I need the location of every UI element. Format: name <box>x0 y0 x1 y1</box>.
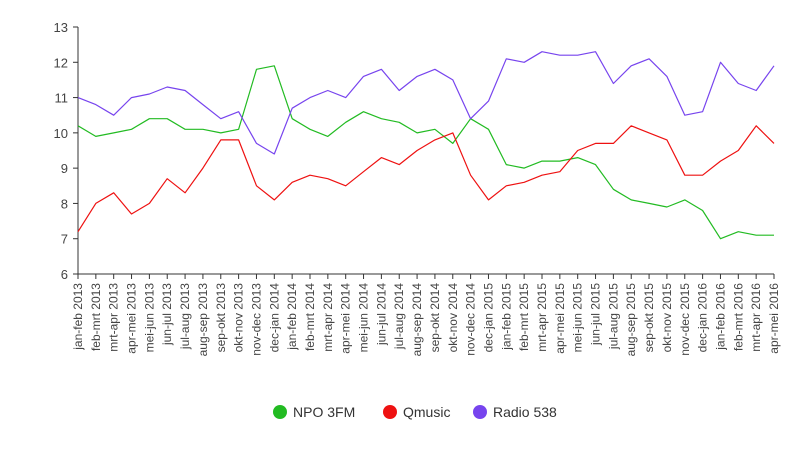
y-tick-label: 13 <box>54 20 68 35</box>
series-line-radio-538 <box>77 51 775 155</box>
x-tick-label: jul-aug 2013 <box>178 283 192 350</box>
legend-label: NPO 3FM <box>293 404 355 420</box>
x-tick-label: okt-nov 2014 <box>446 283 460 353</box>
x-tick-label: jun-jul 2013 <box>160 283 174 346</box>
x-tick-label: aug-sep 2014 <box>410 283 424 357</box>
x-tick-label: feb-mrt 2013 <box>89 283 103 351</box>
series-line-npo-3fm <box>77 65 774 240</box>
x-axis: jan-feb 2013 feb-mrt 2013 mrt-apr 2013 apr-… <box>71 274 781 356</box>
y-tick-label: 11 <box>55 91 69 106</box>
series-lines <box>77 51 775 240</box>
x-tick-label: mrt-apr 2015 <box>535 283 549 352</box>
x-tick-label: feb-mrt 2016 <box>731 283 745 351</box>
x-tick-label: mei-jun 2015 <box>571 283 585 353</box>
y-tick-label: 9 <box>61 161 68 176</box>
x-tick-label: sep-okt 2014 <box>428 283 442 353</box>
y-axis: 6 7 8 9 10 11 12 13 <box>54 20 78 282</box>
x-tick-label: nov-dec 2014 <box>464 283 478 356</box>
x-tick-label: jan-feb 2014 <box>285 283 299 351</box>
x-tick-label: dec-jan 2015 <box>481 283 495 353</box>
x-tick-label: feb-mrt 2015 <box>517 283 531 351</box>
x-tick-label: aug-sep 2013 <box>196 283 210 357</box>
x-tick-label: jan-feb 2013 <box>71 283 85 351</box>
y-tick-label: 8 <box>61 196 68 211</box>
x-tick-label: sep-okt 2013 <box>214 283 228 353</box>
x-tick-label: jan-feb 2016 <box>713 283 727 351</box>
legend-label: Radio 538 <box>493 404 557 420</box>
y-tick-label: 12 <box>54 55 68 70</box>
x-tick-label: mrt-apr 2014 <box>321 283 335 352</box>
x-tick-label: dec-jan 2016 <box>696 283 710 353</box>
x-tick-label: mrt-apr 2013 <box>107 283 121 352</box>
legend-marker-radio-538 <box>473 405 487 419</box>
y-tick-label: 6 <box>61 267 68 282</box>
x-tick-label: jul-aug 2014 <box>392 283 406 350</box>
x-tick-label: mrt-apr 2016 <box>749 283 763 352</box>
x-tick-label: nov-dec 2015 <box>678 283 692 356</box>
x-tick-label: okt-nov 2013 <box>232 283 246 353</box>
x-tick-label: jul-aug 2015 <box>606 283 620 350</box>
axes <box>77 27 774 275</box>
x-tick-label: okt-nov 2015 <box>660 283 674 353</box>
x-tick-label: apr-mei 2016 <box>767 283 781 354</box>
x-tick-label: aug-sep 2015 <box>624 283 638 357</box>
x-tick-label: jan-feb 2015 <box>499 283 513 351</box>
x-tick-label: apr-mei 2014 <box>339 283 353 354</box>
legend: NPO 3FM Qmusic Radio 538 <box>273 404 557 420</box>
x-tick-label: jun-jul 2014 <box>374 283 388 346</box>
x-tick-label: jun-jul 2015 <box>589 283 603 346</box>
y-tick-label: 7 <box>61 232 68 247</box>
series-line-qmusic <box>77 125 775 233</box>
legend-marker-qmusic <box>383 405 397 419</box>
x-tick-label: sep-okt 2015 <box>642 283 656 353</box>
y-tick-label: 10 <box>54 126 68 141</box>
x-tick-label: dec-jan 2014 <box>267 283 281 353</box>
x-tick-label: feb-mrt 2014 <box>303 283 317 351</box>
legend-marker-npo-3fm <box>273 405 287 419</box>
x-tick-label: mei-jun 2014 <box>357 283 371 353</box>
x-tick-label: nov-dec 2013 <box>249 283 263 356</box>
legend-label: Qmusic <box>403 404 450 420</box>
x-tick-label: apr-mei 2013 <box>125 283 139 354</box>
x-tick-label: apr-mei 2015 <box>553 283 567 354</box>
x-tick-label: mei-jun 2013 <box>142 283 156 353</box>
